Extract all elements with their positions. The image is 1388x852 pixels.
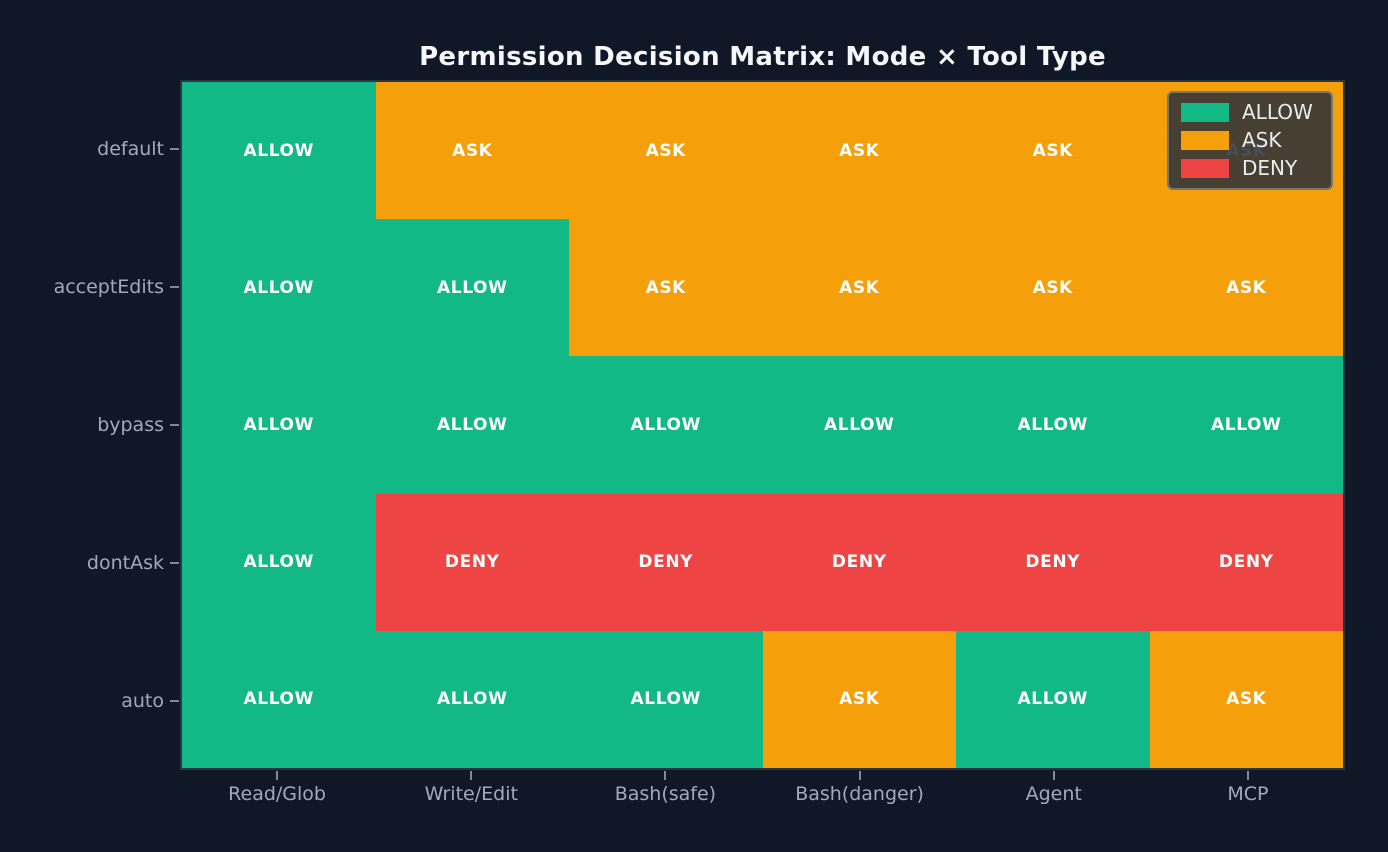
y-tick-label-dontAsk: dontAsk bbox=[86, 552, 164, 574]
legend-label: ALLOW bbox=[1242, 100, 1313, 124]
heatmap-cell-auto-MCP: ASK bbox=[1149, 630, 1343, 768]
heatmap-cell-auto-Bash(danger): ASK bbox=[762, 630, 956, 768]
y-tick-label-bypass: bypass bbox=[97, 414, 164, 436]
cell-value-label: ALLOW bbox=[243, 414, 314, 435]
cell-value-label: ALLOW bbox=[243, 689, 314, 710]
y-tick-label-default: default bbox=[97, 138, 164, 160]
legend: ALLOW ASK DENY bbox=[1167, 91, 1333, 190]
x-tick-label-Read/Glob: Read/Glob bbox=[228, 783, 326, 805]
y-tick-mark bbox=[170, 424, 179, 426]
y-tick-label-auto: auto bbox=[121, 690, 164, 712]
legend-swatch-DENY bbox=[1181, 159, 1229, 178]
cell-value-label: ALLOW bbox=[243, 552, 314, 573]
legend-entry-DENY: DENY bbox=[1181, 158, 1319, 179]
legend-swatch-ALLOW bbox=[1181, 103, 1229, 122]
heatmap-cell-bypass-Bash(danger): ALLOW bbox=[762, 356, 956, 494]
heatmap-cell-auto-Write/Edit: ALLOW bbox=[375, 630, 569, 768]
cell-value-label: ASK bbox=[1032, 277, 1073, 298]
x-tick-label-Write/Edit: Write/Edit bbox=[424, 783, 518, 805]
x-tick-label-Agent: Agent bbox=[1025, 783, 1082, 805]
cell-value-label: DENY bbox=[831, 552, 887, 573]
heatmap-cell-auto-Read/Glob: ALLOW bbox=[182, 630, 376, 768]
x-tick-label-Bash(safe): Bash(safe) bbox=[614, 783, 717, 805]
cell-value-label: DENY bbox=[1218, 552, 1274, 573]
heatmap-cell-dontAsk-Read/Glob: ALLOW bbox=[182, 493, 376, 631]
heatmap-cell-dontAsk-Bash(danger): DENY bbox=[762, 493, 956, 631]
heatmap-grid: ALLOWASKASKASKASKASKALLOWALLOWASKASKASKA… bbox=[180, 80, 1345, 770]
cell-value-label: DENY bbox=[1025, 552, 1081, 573]
heatmap-cell-default-Bash(danger): ASK bbox=[762, 82, 956, 220]
heatmap-cell-acceptEdits-Bash(danger): ASK bbox=[762, 219, 956, 357]
heatmap-cell-bypass-Write/Edit: ALLOW bbox=[375, 356, 569, 494]
cell-value-label: ASK bbox=[645, 277, 686, 298]
legend-entry-ALLOW: ALLOW bbox=[1181, 102, 1319, 123]
cell-value-label: ALLOW bbox=[437, 414, 508, 435]
cell-value-label: ALLOW bbox=[437, 689, 508, 710]
x-tick-mark bbox=[858, 771, 861, 780]
heatmap-cell-dontAsk-Bash(safe): DENY bbox=[569, 493, 763, 631]
cell-value-label: ALLOW bbox=[437, 277, 508, 298]
y-tick-mark bbox=[170, 700, 179, 702]
heatmap-cell-default-Agent: ASK bbox=[956, 82, 1150, 220]
cell-value-label: ALLOW bbox=[630, 414, 701, 435]
cell-value-label: DENY bbox=[444, 552, 500, 573]
chart-title: Permission Decision Matrix: Mode × Tool … bbox=[419, 42, 1106, 72]
heatmap-cell-dontAsk-Write/Edit: DENY bbox=[375, 493, 569, 631]
heatmap-cell-acceptEdits-Bash(safe): ASK bbox=[569, 219, 763, 357]
cell-value-label: ASK bbox=[1226, 689, 1267, 710]
legend-label: DENY bbox=[1242, 156, 1298, 180]
heatmap-cell-acceptEdits-MCP: ASK bbox=[1149, 219, 1343, 357]
y-tick-mark bbox=[170, 286, 179, 288]
y-tick-label-acceptEdits: acceptEdits bbox=[53, 276, 164, 298]
x-tick-mark bbox=[1246, 771, 1249, 780]
cell-value-label: ALLOW bbox=[243, 277, 314, 298]
heatmap-cell-default-Read/Glob: ALLOW bbox=[182, 82, 376, 220]
cell-value-label: DENY bbox=[638, 552, 694, 573]
cell-value-label: ASK bbox=[1032, 140, 1073, 161]
heatmap-cell-bypass-Bash(safe): ALLOW bbox=[569, 356, 763, 494]
x-tick-label-MCP: MCP bbox=[1227, 783, 1269, 805]
legend-entry-ASK: ASK bbox=[1181, 130, 1319, 151]
cell-value-label: ALLOW bbox=[1017, 414, 1088, 435]
cell-value-label: ASK bbox=[839, 277, 880, 298]
heatmap-cell-bypass-Agent: ALLOW bbox=[956, 356, 1150, 494]
cell-value-label: ALLOW bbox=[630, 689, 701, 710]
cell-value-label: ASK bbox=[1226, 277, 1267, 298]
x-tick-label-Bash(danger): Bash(danger) bbox=[795, 783, 924, 805]
heatmap-cell-acceptEdits-Read/Glob: ALLOW bbox=[182, 219, 376, 357]
cell-value-label: ASK bbox=[839, 689, 880, 710]
cell-value-label: ASK bbox=[839, 140, 880, 161]
heatmap-cell-default-Bash(safe): ASK bbox=[569, 82, 763, 220]
heatmap-cell-bypass-Read/Glob: ALLOW bbox=[182, 356, 376, 494]
heatmap-cell-acceptEdits-Write/Edit: ALLOW bbox=[375, 219, 569, 357]
heatmap-cell-bypass-MCP: ALLOW bbox=[1149, 356, 1343, 494]
x-tick-mark bbox=[664, 771, 667, 780]
x-tick-mark bbox=[276, 771, 279, 780]
cell-value-label: ALLOW bbox=[1211, 414, 1282, 435]
heatmap-cell-auto-Agent: ALLOW bbox=[956, 630, 1150, 768]
legend-swatch-ASK bbox=[1181, 131, 1229, 150]
x-tick-mark bbox=[470, 771, 473, 780]
y-tick-mark bbox=[170, 562, 179, 564]
legend-label: ASK bbox=[1242, 128, 1282, 152]
y-tick-mark bbox=[170, 148, 179, 150]
cell-value-label: ALLOW bbox=[824, 414, 895, 435]
heatmap-cell-default-Write/Edit: ASK bbox=[375, 82, 569, 220]
cell-value-label: ASK bbox=[645, 140, 686, 161]
heatmap-cell-dontAsk-Agent: DENY bbox=[956, 493, 1150, 631]
heatmap-cell-dontAsk-MCP: DENY bbox=[1149, 493, 1343, 631]
heatmap-cell-auto-Bash(safe): ALLOW bbox=[569, 630, 763, 768]
heatmap-cell-acceptEdits-Agent: ASK bbox=[956, 219, 1150, 357]
cell-value-label: ALLOW bbox=[243, 140, 314, 161]
x-tick-mark bbox=[1052, 771, 1055, 780]
cell-value-label: ASK bbox=[452, 140, 493, 161]
cell-value-label: ALLOW bbox=[1017, 689, 1088, 710]
